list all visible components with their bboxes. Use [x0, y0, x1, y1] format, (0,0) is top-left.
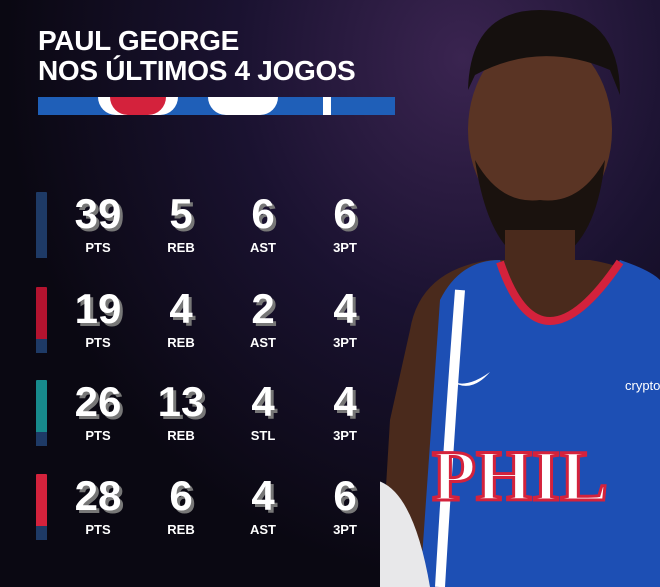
stat-label: PTS [85, 335, 111, 350]
stat-label: 3PT [333, 522, 357, 537]
stat-label: PTS [85, 428, 111, 443]
stat: 2 AST [223, 285, 303, 351]
stat: 39 PTS [58, 190, 138, 256]
stat-label: PTS [85, 240, 111, 255]
stat-value: 6 [333, 472, 357, 519]
stat: 4 3PT [305, 378, 385, 444]
jersey-sponsor: crypto [625, 378, 660, 393]
stat-label: REB [167, 335, 195, 350]
stat-value: 4 [333, 285, 357, 332]
jersey-text: PHIL [432, 436, 608, 516]
stat: 6 AST [223, 190, 303, 256]
stat: 6 3PT [305, 190, 385, 256]
stat-label: 3PT [333, 428, 357, 443]
stat: 19 PTS [58, 285, 138, 351]
game-row: 26 PTS 13 REB 4 STL 4 3PT [0, 380, 380, 460]
stat-value: 6 [333, 190, 357, 237]
stat-label: AST [250, 240, 276, 255]
stat-label: AST [250, 335, 276, 350]
stat: 5 REB [141, 190, 221, 256]
game-row: 28 PTS 6 REB 4 AST 6 3PT [0, 474, 380, 554]
stat: 4 AST [223, 472, 303, 538]
stat-label: REB [167, 522, 195, 537]
stat-value: 2 [251, 285, 275, 332]
stat-value: 39 [74, 190, 122, 237]
stat-value: 19 [74, 285, 122, 332]
stat-value: 4 [169, 285, 193, 332]
nike-logo [450, 372, 490, 386]
stat-label: PTS [85, 522, 111, 537]
stat-value: 4 [333, 378, 357, 425]
page-title: PAUL GEORGE NOS ÚLTIMOS 4 JOGOS [38, 25, 356, 86]
stat: 4 STL [223, 378, 303, 444]
stat-label: 3PT [333, 335, 357, 350]
stat: 13 REB [141, 378, 221, 444]
stat: 4 REB [141, 285, 221, 351]
stat-value: 6 [169, 472, 193, 519]
stat-label: STL [250, 428, 276, 443]
stat-value: 5 [169, 190, 193, 237]
stat: 4 3PT [305, 285, 385, 351]
game-row: 39 PTS 5 REB 6 AST 6 3PT [0, 192, 380, 272]
stat-value: 13 [157, 378, 205, 425]
stat-label: REB [167, 240, 195, 255]
heat-logo [36, 287, 47, 353]
stat-label: AST [250, 522, 276, 537]
stat: 28 PTS [58, 472, 138, 538]
stat-label: 3PT [333, 240, 357, 255]
stat: 6 REB [141, 472, 221, 538]
wizards-logo [36, 192, 47, 258]
stat-value: 4 [251, 472, 275, 519]
stat-label: REB [167, 428, 195, 443]
stat: 26 PTS [58, 378, 138, 444]
team-banner [38, 97, 395, 115]
hornets-logo [36, 380, 47, 446]
raptors-logo [36, 474, 47, 540]
stat-value: 6 [251, 190, 275, 237]
game-row: 19 PTS 4 REB 2 AST 4 3PT [0, 287, 380, 367]
player-photo: PHIL crypto [380, 10, 660, 587]
stat-value: 28 [74, 472, 122, 519]
stat-value: 4 [251, 378, 275, 425]
stat: 6 3PT [305, 472, 385, 538]
title-line-2: NOS ÚLTIMOS 4 JOGOS [38, 55, 356, 86]
stat-value: 26 [74, 378, 122, 425]
title-line-1: PAUL GEORGE [38, 25, 240, 56]
